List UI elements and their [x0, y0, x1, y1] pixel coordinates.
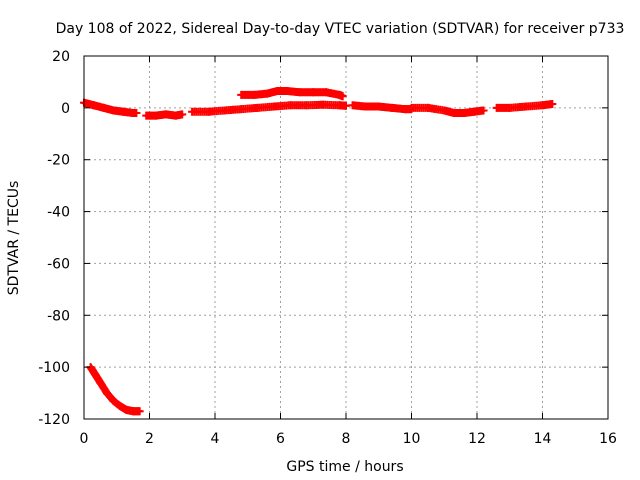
- y-tick-label: -40: [47, 205, 70, 221]
- x-tick-label: 2: [145, 431, 154, 447]
- series-segment-c: [188, 100, 350, 116]
- x-axis-label: GPS time / hours: [286, 459, 403, 475]
- y-tick-label: 0: [61, 101, 70, 117]
- y-tick-label: -20: [47, 153, 70, 169]
- x-tick-label: 12: [468, 431, 486, 447]
- data-point: [548, 99, 557, 108]
- y-tick-label: -100: [38, 360, 70, 376]
- ticks: 0 2 4 6 8 10 12 14 16 -120 -100 -80 -60 -40 -20 0 20: [38, 49, 617, 447]
- y-tick-label: 20: [52, 49, 70, 65]
- data-point: [479, 106, 488, 115]
- data-point: [135, 407, 144, 416]
- y-tick-label: -80: [47, 308, 70, 324]
- series-segment-h: [86, 363, 144, 416]
- series-segment-e: [348, 101, 416, 114]
- x-tick-label: 8: [342, 431, 351, 447]
- y-tick-label: -120: [38, 412, 70, 428]
- data-point: [178, 110, 187, 119]
- series-segment-d: [237, 87, 347, 101]
- y-axis-label: SDTVAR / TECUs: [6, 181, 22, 296]
- x-tick-label: 10: [403, 431, 421, 447]
- x-tick-label: 6: [276, 431, 285, 447]
- chart-title: Day 108 of 2022, Sidereal Day-to-day VTE…: [56, 21, 625, 37]
- series-segment-a: [80, 98, 141, 118]
- x-tick-label: 0: [80, 431, 89, 447]
- data-point: [132, 109, 141, 118]
- series-segment-g: [492, 99, 557, 112]
- x-tick-label: 4: [211, 431, 220, 447]
- series-segment-b: [142, 110, 187, 120]
- x-tick-label: 16: [599, 431, 617, 447]
- data-layer: [80, 87, 557, 416]
- x-tick-label: 14: [534, 431, 552, 447]
- grid: [84, 56, 608, 419]
- y-tick-label: -60: [47, 256, 70, 272]
- series-segment-f: [407, 103, 488, 118]
- data-point: [338, 92, 347, 101]
